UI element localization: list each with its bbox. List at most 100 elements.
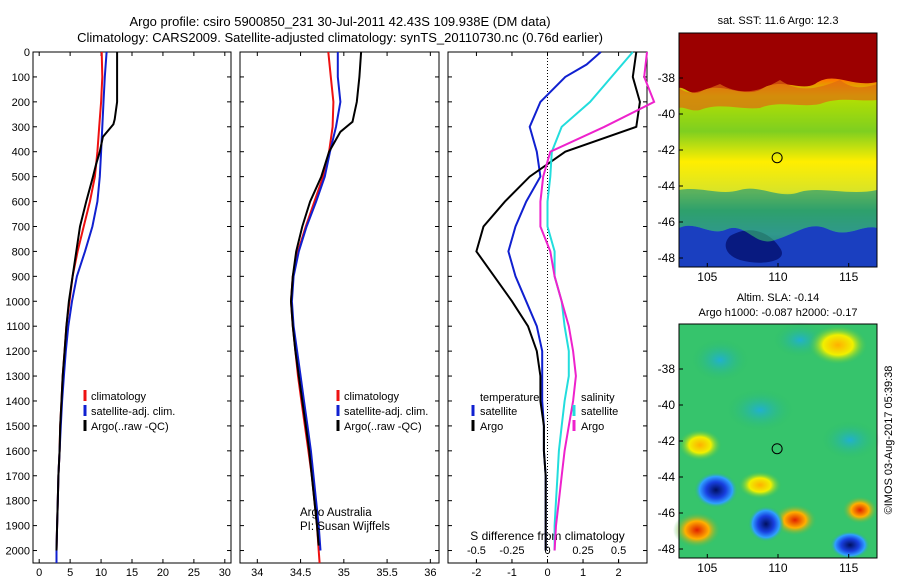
x-tick-label: 20: [157, 567, 169, 579]
sst-green-band: [679, 188, 877, 242]
x-tick-label: 35.5: [376, 567, 397, 579]
sla-argo-marker: [771, 443, 783, 455]
depth-tick-label: 300: [12, 122, 30, 134]
depth-tick-label: 400: [12, 147, 30, 159]
x-tick-label: 34.5: [290, 567, 311, 579]
legend-label: Argo: [581, 421, 604, 433]
temperature-panel: 0100200300400500600700800900100011001200…: [6, 47, 232, 580]
sla-blob-blue-2: [748, 506, 784, 542]
sla-map-panel: Altim. SLA: -0.14 Argo h1000: -0.087 h20…: [658, 292, 880, 575]
s-tick-label: 0.5: [611, 545, 626, 557]
sla-map-title: Altim. SLA: -0.14: [737, 292, 820, 304]
map-y-tick-label: -48: [658, 542, 676, 556]
legend-label: climatology: [344, 391, 400, 403]
map-x-tick-label: 115: [839, 270, 858, 284]
legend-label: satellite: [480, 406, 517, 418]
map-y-tick-label: -46: [658, 506, 676, 520]
map-y-tick-label: -44: [658, 470, 676, 484]
s-tick-label: -0.5: [467, 545, 486, 557]
series-line-argo-raw-qc-: [55, 52, 119, 551]
sla-blob-red-2: [773, 504, 817, 536]
s-axis-label: S difference from climatology: [470, 529, 625, 543]
map-x-tick-label: 105: [697, 270, 717, 284]
x-tick-label: -2: [472, 567, 482, 579]
sst-map-panel: sat. SST: 11.6 Argo: 12.3 105 110 115 -38 -4…: [658, 15, 878, 284]
annotation-text: Argo Australia: [300, 507, 372, 519]
x-tick-label: 0: [544, 567, 550, 579]
map-y-tick-label: -48: [658, 251, 676, 265]
sst-front-red: [679, 33, 877, 93]
figure-title-line2: Climatology: CARS2009. Satellite-adjuste…: [77, 30, 603, 45]
annotation-text: PI: Susan Wijffels: [300, 521, 390, 533]
depth-tick-label: 200: [12, 97, 30, 109]
legend-title-temperature: temperature: [480, 392, 539, 404]
depth-tick-label: 600: [12, 197, 30, 209]
depth-tick-label: 0: [24, 47, 30, 59]
x-tick-label: 15: [126, 567, 138, 579]
sla-blob-red-3: [842, 496, 878, 524]
map-y-tick-label: -46: [658, 215, 676, 229]
map-y-tick-label: -42: [658, 434, 676, 448]
x-tick-label: 1: [580, 567, 586, 579]
series-line-salinity-argo: [539, 51, 656, 551]
map-y-tick-label: -40: [658, 107, 676, 121]
x-tick-label: 0: [36, 567, 42, 579]
x-tick-label: 10: [95, 567, 107, 579]
x-tick-label: 36: [424, 567, 436, 579]
credit-text: ©IMOS 03-Aug-2017 05:39:38: [883, 366, 895, 515]
depth-tick-label: 1900: [6, 521, 30, 533]
plot-frame: [239, 51, 440, 564]
depth-tick-label: 1700: [6, 471, 30, 483]
series-line-argo: [475, 51, 641, 551]
x-tick-label: 2: [616, 567, 622, 579]
legend-label: Argo(..raw -QC): [91, 421, 169, 433]
sla-map-axes: 105 110 115 -38 -40 -42 -44 -46 -48: [658, 362, 859, 575]
depth-tick-label: 1400: [6, 396, 30, 408]
sst-map-axes: 105 110 115 -38 -40 -42 -44 -46 -48: [658, 71, 859, 284]
figure-title-line1: Argo profile: csiro 5900850_231 30-Jul-2…: [129, 14, 550, 29]
map-y-tick-label: -38: [658, 362, 676, 376]
plot-frame: [32, 51, 232, 564]
x-tick-label: 5: [67, 567, 73, 579]
legend-label: Argo: [480, 421, 503, 433]
sla-map-subtitle: Argo h1000: -0.087 h2000: -0.17: [698, 307, 857, 319]
sla-blob-cyan-4: [820, 420, 880, 460]
map-x-tick-label: 105: [697, 561, 717, 575]
salinity-panel: 3434.53535.536salinityclimatologysatelli…: [239, 51, 440, 580]
map-y-tick-label: -42: [658, 143, 676, 157]
series-line-argo-raw-qc-: [289, 51, 363, 546]
map-y-tick-label: -40: [658, 398, 676, 412]
depth-tick-label: 1000: [6, 296, 30, 308]
depth-tick-label: 700: [12, 221, 30, 233]
map-y-tick-label: -38: [658, 71, 676, 85]
map-x-tick-label: 115: [839, 561, 858, 575]
sla-blob-red-1: [673, 512, 721, 548]
depth-tick-label: 1800: [6, 496, 30, 508]
map-y-tick-label: -44: [658, 179, 676, 193]
depth-tick-label: 1600: [6, 446, 30, 458]
x-tick-label: 30: [219, 567, 231, 579]
map-x-tick-label: 110: [768, 270, 787, 284]
legend-label: satellite-adj. clim.: [344, 406, 428, 418]
depth-tick-label: 100: [12, 72, 30, 84]
sla-blob-cyan-1: [690, 338, 750, 382]
difference-panel: -2-1012T difference from climatology-0.5…: [447, 51, 656, 580]
x-tick-label: 34: [251, 567, 263, 579]
map-x-tick-label: 110: [768, 561, 787, 575]
depth-tick-label: 1100: [6, 321, 30, 333]
depth-tick-label: 1200: [6, 346, 30, 358]
sst-argo-marker: [771, 152, 783, 164]
depth-tick-label: 900: [12, 271, 30, 283]
s-tick-label: 0: [544, 545, 550, 557]
depth-tick-label: 500: [12, 172, 30, 184]
depth-tick-label: 2000: [6, 546, 30, 558]
sla-blob-cyan-3: [725, 388, 795, 432]
sla-blob-blue-3: [830, 531, 870, 559]
sla-blob-yellow-3: [738, 471, 782, 499]
legend-title-salinity: salinity: [581, 392, 615, 404]
legend-label: Argo(..raw -QC): [344, 421, 422, 433]
s-tick-label: -0.25: [499, 545, 524, 557]
x-tick-label: 25: [188, 567, 200, 579]
depth-tick-label: 1500: [6, 421, 30, 433]
